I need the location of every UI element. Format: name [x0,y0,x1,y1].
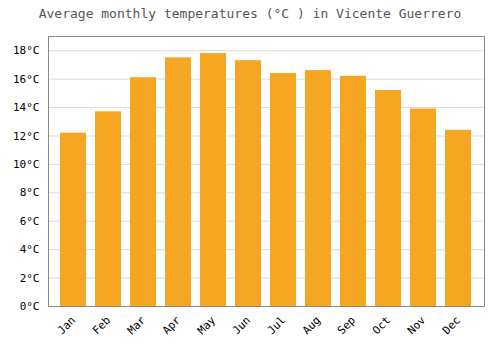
svg-text:14°C: 14°C [13,101,40,114]
svg-text:Sep: Sep [335,314,358,337]
svg-text:Oct: Oct [370,314,393,337]
svg-text:18°C: 18°C [13,44,40,57]
svg-text:0°C: 0°C [20,300,40,313]
svg-text:May: May [195,313,219,337]
svg-text:Jan: Jan [55,314,78,337]
svg-text:Aug: Aug [300,314,323,337]
svg-text:10°C: 10°C [13,158,40,171]
svg-text:4°C: 4°C [20,243,40,256]
svg-text:12°C: 12°C [13,129,40,142]
svg-text:Nov: Nov [405,313,429,337]
svg-text:Dec: Dec [440,314,463,337]
svg-text:Mar: Mar [125,313,149,337]
svg-text:2°C: 2°C [20,272,40,285]
svg-text:16°C: 16°C [13,73,40,86]
svg-text:Apr: Apr [160,313,184,337]
svg-text:Jul: Jul [265,314,288,337]
svg-text:8°C: 8°C [20,186,40,199]
html-text:Average monthly temperatures (: Average monthly temperatures (°C ) in Vi… [38,6,462,21]
svg-text:6°C: 6°C [20,215,40,228]
svg-text:Jun: Jun [230,314,253,337]
svg-text:Feb: Feb [90,314,113,337]
